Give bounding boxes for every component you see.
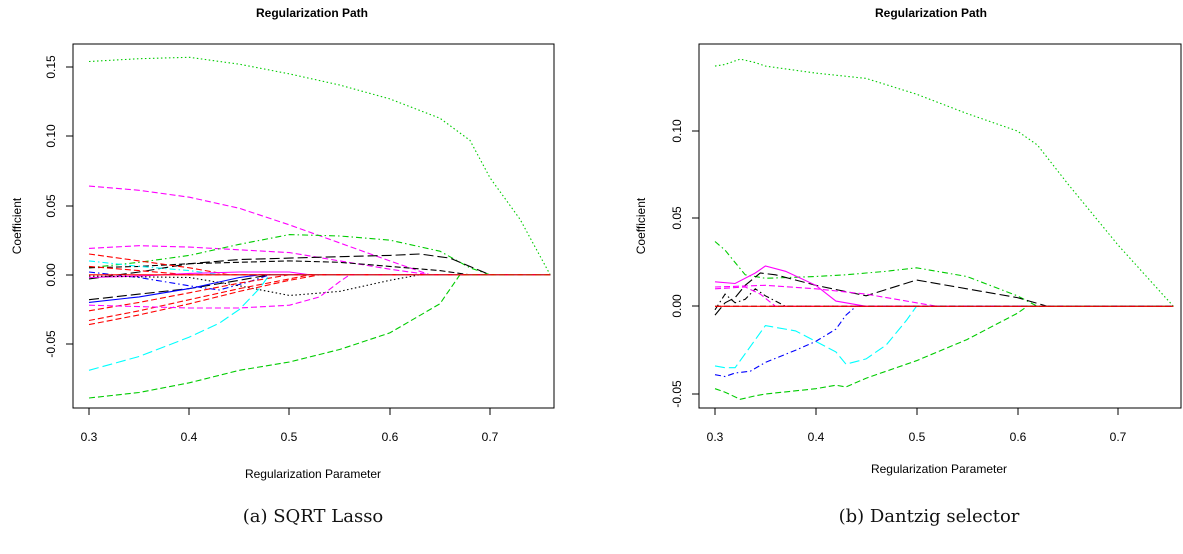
y-tick-label: 0.05: [44, 194, 58, 218]
coefficient-path-line: [714, 305, 1174, 378]
coefficient-path-line: [88, 56, 551, 276]
x-tick-label: 0.6: [382, 430, 399, 444]
x-tick-label: 0.4: [181, 430, 198, 444]
x-tick-label: 0.5: [281, 430, 298, 444]
coefficient-path-line: [88, 185, 551, 276]
coefficient-path-line: [714, 272, 1174, 316]
coefficient-path-line: [88, 260, 551, 276]
coefficient-path-line: [88, 274, 551, 297]
plot-frame: [698, 43, 1182, 409]
y-axis: -0.05 0.00 0.05 0.10 0.15 Coefficient: [10, 55, 74, 358]
coefficient-path-line: [88, 274, 551, 301]
caption-a: (a) SQRT Lasso: [242, 506, 384, 527]
x-axis-label: Regularization Parameter: [245, 467, 381, 481]
coefficient-path-line: [714, 265, 1174, 307]
plot-frame: [72, 43, 555, 409]
coefficient-path-line: [88, 274, 551, 303]
coefficient-path-line: [714, 58, 1174, 307]
caption-b: (b) Dantzig selector: [838, 506, 1020, 527]
chart-title: Regularization Path: [256, 6, 368, 20]
y-tick-label: -0.05: [670, 380, 684, 408]
coefficient-path-line: [88, 274, 551, 322]
coefficient-path-line: [88, 271, 551, 291]
x-tick-label: 0.6: [1010, 430, 1027, 444]
x-tick-label: 0.5: [909, 430, 926, 444]
x-tick-label: 0.3: [707, 430, 724, 444]
coefficient-path-line: [88, 274, 551, 371]
x-tick-label: 0.4: [808, 430, 825, 444]
coefficient-path-line: [714, 286, 1174, 307]
y-axis-label: Coefficient: [10, 197, 24, 254]
y-tick-label: 0.00: [670, 294, 684, 318]
chart-title: Regularization Path: [875, 6, 987, 20]
y-axis: -0.05 0.00 0.05 0.10 Coefficient: [634, 119, 700, 408]
series-layer: [714, 58, 1174, 400]
x-axis: 0.3 0.4 0.5 0.6 0.7 Regularization Param…: [81, 407, 499, 481]
coefficient-path-line: [88, 274, 551, 399]
coefficient-path-line: [88, 260, 551, 276]
coefficient-path-line: [714, 241, 1174, 307]
y-tick-label: 0.05: [670, 206, 684, 230]
x-tick-label: 0.7: [482, 430, 499, 444]
x-axis-label: Regularization Parameter: [871, 462, 1007, 476]
x-tick-label: 0.7: [1110, 430, 1127, 444]
coefficient-path-line: [714, 305, 1174, 369]
figure-canvas: Regularization Path 0.3 0.4 0.5 0.6 0.7 …: [10, 6, 1182, 481]
coefficient-path-line: [714, 284, 1174, 307]
y-axis-label: Coefficient: [634, 197, 648, 254]
panel-dantzig-selector: Regularization Path 0.3 0.4 0.5 0.6 0.7 …: [634, 6, 1182, 476]
coefficient-path-line: [88, 274, 551, 309]
y-tick-label: 0.10: [44, 124, 58, 148]
y-tick-label: 0.10: [670, 119, 684, 143]
x-tick-label: 0.3: [81, 430, 98, 444]
y-tick-label: 0.15: [44, 55, 58, 79]
coefficient-path-line: [714, 288, 1174, 311]
coefficient-path-line: [88, 274, 551, 326]
coefficient-path-line: [88, 253, 551, 280]
coefficient-path-line: [88, 234, 551, 276]
coefficient-path-line: [714, 305, 1174, 400]
y-tick-label: 0.00: [44, 263, 58, 287]
panel-sqrt-lasso: Regularization Path 0.3 0.4 0.5 0.6 0.7 …: [10, 6, 555, 481]
y-tick-label: -0.05: [44, 330, 58, 358]
coefficient-path-line: [88, 245, 551, 276]
x-axis: 0.3 0.4 0.5 0.6 0.7 Regularization Param…: [707, 407, 1127, 476]
series-layer: [88, 56, 551, 399]
